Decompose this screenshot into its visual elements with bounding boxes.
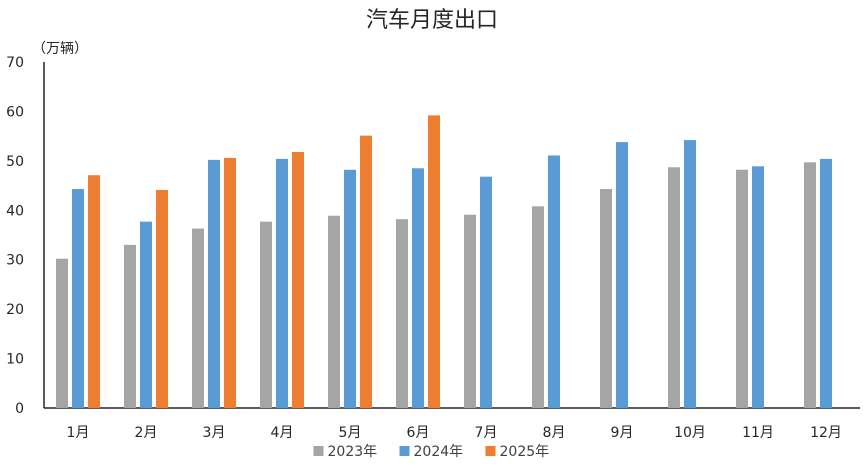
x-tick-label: 8月 — [543, 425, 566, 441]
x-tick-label: 4月 — [271, 425, 294, 441]
bar-2024年-12月 — [820, 158, 832, 408]
legend-swatch — [485, 446, 496, 456]
legend: 2023年 2024年 2025年 — [313, 444, 550, 460]
legend-swatch — [313, 446, 324, 456]
bar-2023年-4月 — [260, 221, 272, 408]
legend-label: 2023年 — [328, 444, 378, 460]
bar-2024年-3月 — [208, 159, 220, 408]
bar-2024年-9月 — [616, 142, 628, 408]
x-tick-label: 6月 — [407, 425, 430, 441]
bar-2023年-10月 — [668, 167, 680, 408]
bar-2024年-5月 — [344, 169, 356, 408]
x-tick-label: 12月 — [810, 425, 842, 441]
legend-label: 2024年 — [414, 444, 464, 460]
x-tick-label: 9月 — [611, 425, 634, 441]
bar-2023年-5月 — [328, 215, 340, 408]
bar-2024年-2月 — [140, 221, 152, 408]
bar-2025年-5月 — [360, 135, 372, 409]
bar-2024年-4月 — [276, 158, 288, 408]
y-tick-label: 10 — [6, 352, 24, 368]
chart-title: 汽车月度出口 — [366, 8, 498, 33]
x-tick-label: 1月 — [67, 425, 90, 441]
y-tick-label: 60 — [6, 104, 24, 120]
bar-2023年-9月 — [600, 189, 612, 408]
y-tick-label: 40 — [6, 203, 24, 219]
x-axis: 1月 2月 3月 4月 5月 6月 7月 8月 9月 10月 11月 12月 — [44, 407, 860, 441]
y-tick-label: 50 — [6, 154, 24, 170]
x-tick-label: 11月 — [742, 425, 774, 441]
bar-2024年-1月 — [72, 189, 84, 408]
bar-2024年-8月 — [548, 155, 560, 408]
bar-2023年-11月 — [736, 169, 748, 408]
y-tick-label: 30 — [6, 253, 24, 269]
x-tick-label: 2月 — [135, 425, 158, 441]
y-tick-label: 20 — [6, 302, 24, 318]
x-tick-label: 3月 — [203, 425, 226, 441]
bar-2024年-6月 — [412, 168, 424, 408]
bar-2023年-1月 — [56, 258, 68, 408]
bar-2024年-7月 — [480, 176, 492, 408]
bar-2023年-6月 — [396, 219, 408, 408]
bar-2024年-11月 — [752, 166, 764, 408]
bar-2023年-2月 — [124, 244, 136, 408]
x-tick-label: 5月 — [339, 425, 362, 441]
bar-2023年-12月 — [804, 162, 816, 408]
y-tick-label: 70 — [6, 55, 24, 71]
bar-2024年-10月 — [684, 140, 696, 408]
bar-2025年-3月 — [224, 157, 236, 408]
x-tick-label: 7月 — [475, 425, 498, 441]
bars — [56, 115, 832, 409]
y-tick-label: 0 — [15, 401, 24, 417]
y-axis: 0 10 20 30 40 50 60 70 — [6, 55, 45, 417]
bar-2025年-4月 — [292, 151, 304, 408]
y-axis-unit-label: （万辆） — [32, 41, 88, 57]
bar-2023年-8月 — [532, 206, 544, 408]
bar-2023年-7月 — [464, 214, 476, 408]
bar-2025年-6月 — [428, 115, 440, 408]
legend-swatch — [399, 446, 410, 456]
x-tick-label: 10月 — [674, 425, 706, 441]
legend-label: 2025年 — [500, 444, 550, 460]
bar-2025年-2月 — [156, 190, 168, 408]
bar-2023年-3月 — [192, 228, 204, 408]
bar-2025年-1月 — [88, 175, 100, 408]
